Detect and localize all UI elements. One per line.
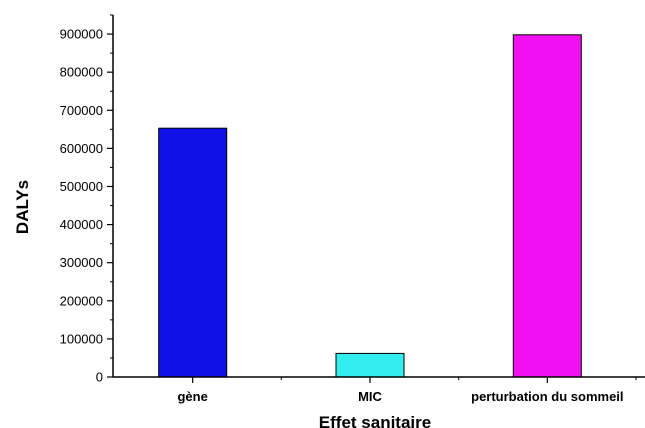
x-tick-label-2: perturbation du sommeil	[471, 389, 623, 404]
x-axis-title: Effet sanitaire	[319, 413, 431, 428]
y-tick-label-1: 100000	[60, 331, 103, 346]
y-tick-label-8: 800000	[60, 65, 103, 80]
bar-0	[158, 127, 228, 378]
x-axis: gène MIC perturbation du sommeil	[113, 376, 645, 404]
bar-2	[512, 34, 582, 378]
y-tick-label-5: 500000	[60, 179, 103, 194]
x-tick-label-0: gène	[177, 389, 207, 404]
y-axis-title: DALYs	[13, 180, 32, 234]
bars-group	[158, 34, 582, 378]
bar-1	[335, 352, 405, 378]
y-axis: 0 100000 200000 300000 400000 500000 600000 700…	[60, 14, 114, 385]
y-tick-label-0: 0	[96, 370, 103, 385]
y-tick-label-6: 600000	[60, 141, 103, 156]
y-tick-label-2: 200000	[60, 293, 103, 308]
y-tick-label-7: 700000	[60, 103, 103, 118]
y-tick-label-4: 400000	[60, 217, 103, 232]
y-tick-label-9: 900000	[60, 27, 103, 42]
x-tick-label-1: MIC	[358, 389, 382, 404]
y-tick-label-3: 300000	[60, 255, 103, 270]
